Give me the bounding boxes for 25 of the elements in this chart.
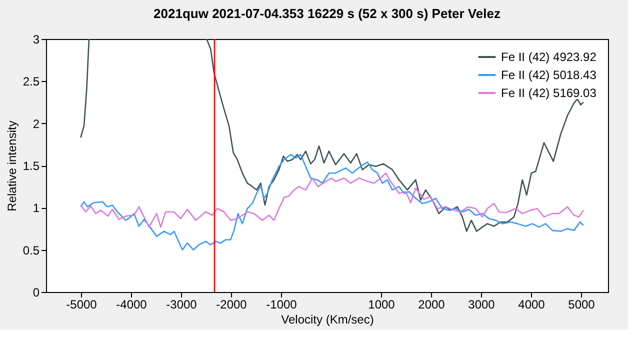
y-tick-label: 1.5 bbox=[22, 159, 40, 173]
y-tick-label: 2 bbox=[32, 116, 40, 131]
x-tick-label: -5000 bbox=[66, 298, 98, 312]
legend-label: Fe II (42) 5018.43 bbox=[501, 68, 597, 82]
x-tick-label: -4000 bbox=[116, 298, 148, 312]
x-tick-label: -3000 bbox=[166, 298, 198, 312]
line-series bbox=[80, 172, 584, 228]
line-series bbox=[80, 154, 584, 250]
y-tick-label: 3 bbox=[32, 32, 40, 46]
chart-title: 2021quw 2021-07-04.353 16229 s (52 x 300 s) Peter Velez bbox=[154, 6, 501, 21]
x-tick-label: 3000 bbox=[468, 298, 496, 312]
x-tick-label: 4000 bbox=[518, 298, 546, 312]
y-tick-label: 2.5 bbox=[22, 74, 40, 89]
y-axis-title: Relative intensity bbox=[4, 120, 19, 212]
legend-label: Fe II (42) 4923.92 bbox=[501, 50, 597, 64]
legend-label: Fe II (42) 5169.03 bbox=[501, 86, 597, 100]
x-tick-label: 5000 bbox=[568, 298, 596, 312]
x-tick-label: 1000 bbox=[368, 298, 396, 312]
y-tick-label: 1 bbox=[32, 201, 40, 216]
y-tick-label: 0 bbox=[32, 286, 40, 300]
x-tick-label: -2000 bbox=[216, 298, 248, 312]
x-axis-title: Velocity (Km/sec) bbox=[281, 312, 374, 326]
y-tick-label: 0.5 bbox=[22, 243, 40, 258]
x-tick-label: -1000 bbox=[266, 298, 298, 312]
x-tick-label: 2000 bbox=[418, 298, 446, 312]
